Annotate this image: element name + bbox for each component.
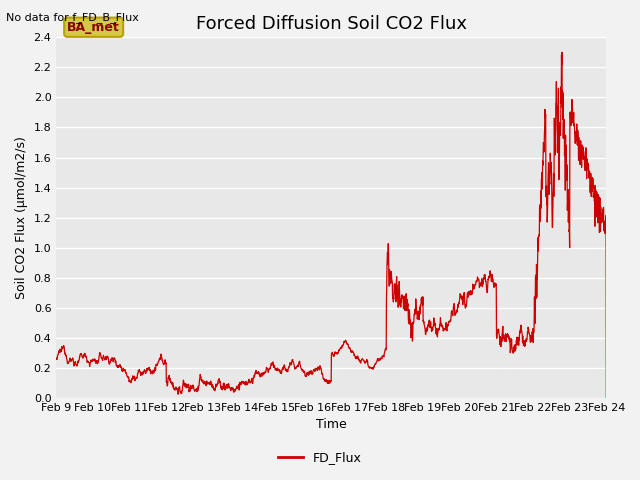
Text: No data for f_FD_B_Flux: No data for f_FD_B_Flux <box>6 12 140 23</box>
Text: BA_met: BA_met <box>67 21 120 34</box>
Y-axis label: Soil CO2 Flux (μmol/m2/s): Soil CO2 Flux (μmol/m2/s) <box>15 136 28 299</box>
Title: Forced Diffusion Soil CO2 Flux: Forced Diffusion Soil CO2 Flux <box>196 15 467 33</box>
Legend: FD_Flux: FD_Flux <box>273 446 367 469</box>
X-axis label: Time: Time <box>316 419 347 432</box>
